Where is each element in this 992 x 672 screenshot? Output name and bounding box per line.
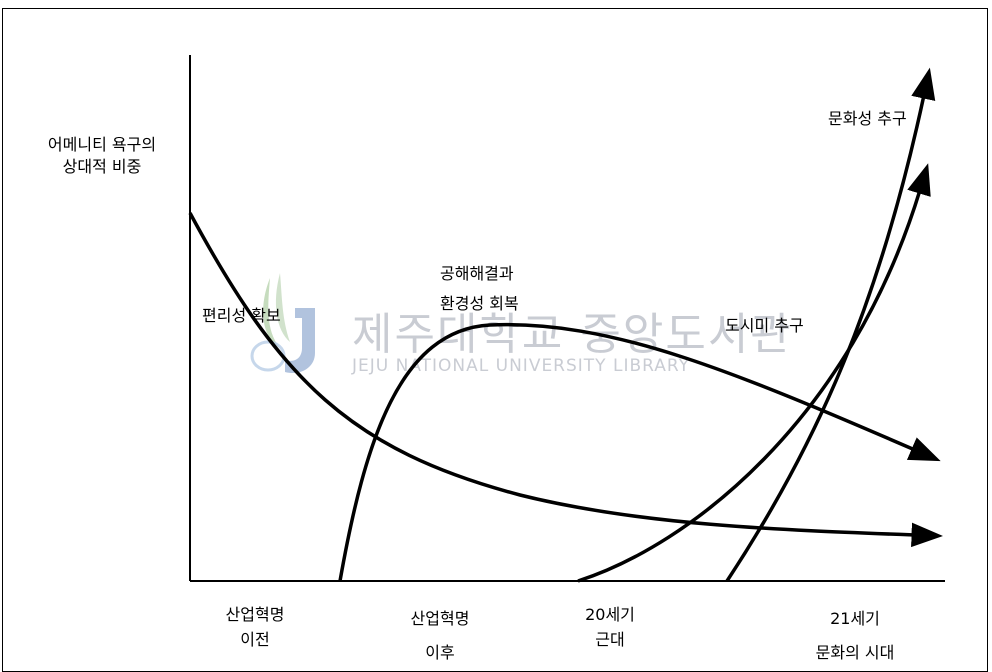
period-label-line2: 문화의 시대 — [815, 643, 895, 662]
y-axis-label-line1: 어메니티 욕구의 — [47, 135, 157, 154]
period-label-line1: 산업혁명 — [410, 609, 470, 628]
watermark-english: JEJU NATIONAL UNIVERSITY LIBRARY — [352, 356, 690, 376]
urbanity-label: 도시미 추구 — [725, 316, 804, 335]
pollution-curve — [338, 322, 941, 582]
pollution-label: 공해해결과 환경성 회복 — [440, 259, 519, 319]
period-label: 20세기 근대 — [555, 602, 665, 652]
period-label-line2: 이후 — [425, 643, 455, 662]
pollution-label-line1: 공해해결과 — [440, 264, 514, 283]
y-axis-label-line2: 상대적 비중 — [62, 157, 142, 176]
period-label-line2: 근대 — [595, 630, 625, 649]
convenience-label: 편리성 확보 — [202, 306, 281, 325]
period-label: 산업혁명 이전 — [200, 602, 310, 652]
convenience-curve — [188, 212, 943, 548]
pollution-label-line2: 환경성 회복 — [440, 294, 519, 313]
urbanity-curve — [577, 163, 931, 583]
period-label: 산업혁명 이후 — [385, 602, 495, 670]
period-label: 21세기 문화의 시대 — [790, 602, 920, 670]
culture-label: 문화성 추구 — [828, 109, 907, 128]
period-label-line1: 21세기 — [830, 609, 880, 628]
y-axis-label: 어메니티 욕구의 상대적 비중 — [22, 134, 182, 178]
culture-curve — [725, 67, 936, 582]
period-label-line1: 20세기 — [585, 605, 635, 624]
period-label-line1: 산업혁명 — [225, 605, 285, 624]
period-label-line2: 이전 — [240, 630, 270, 649]
